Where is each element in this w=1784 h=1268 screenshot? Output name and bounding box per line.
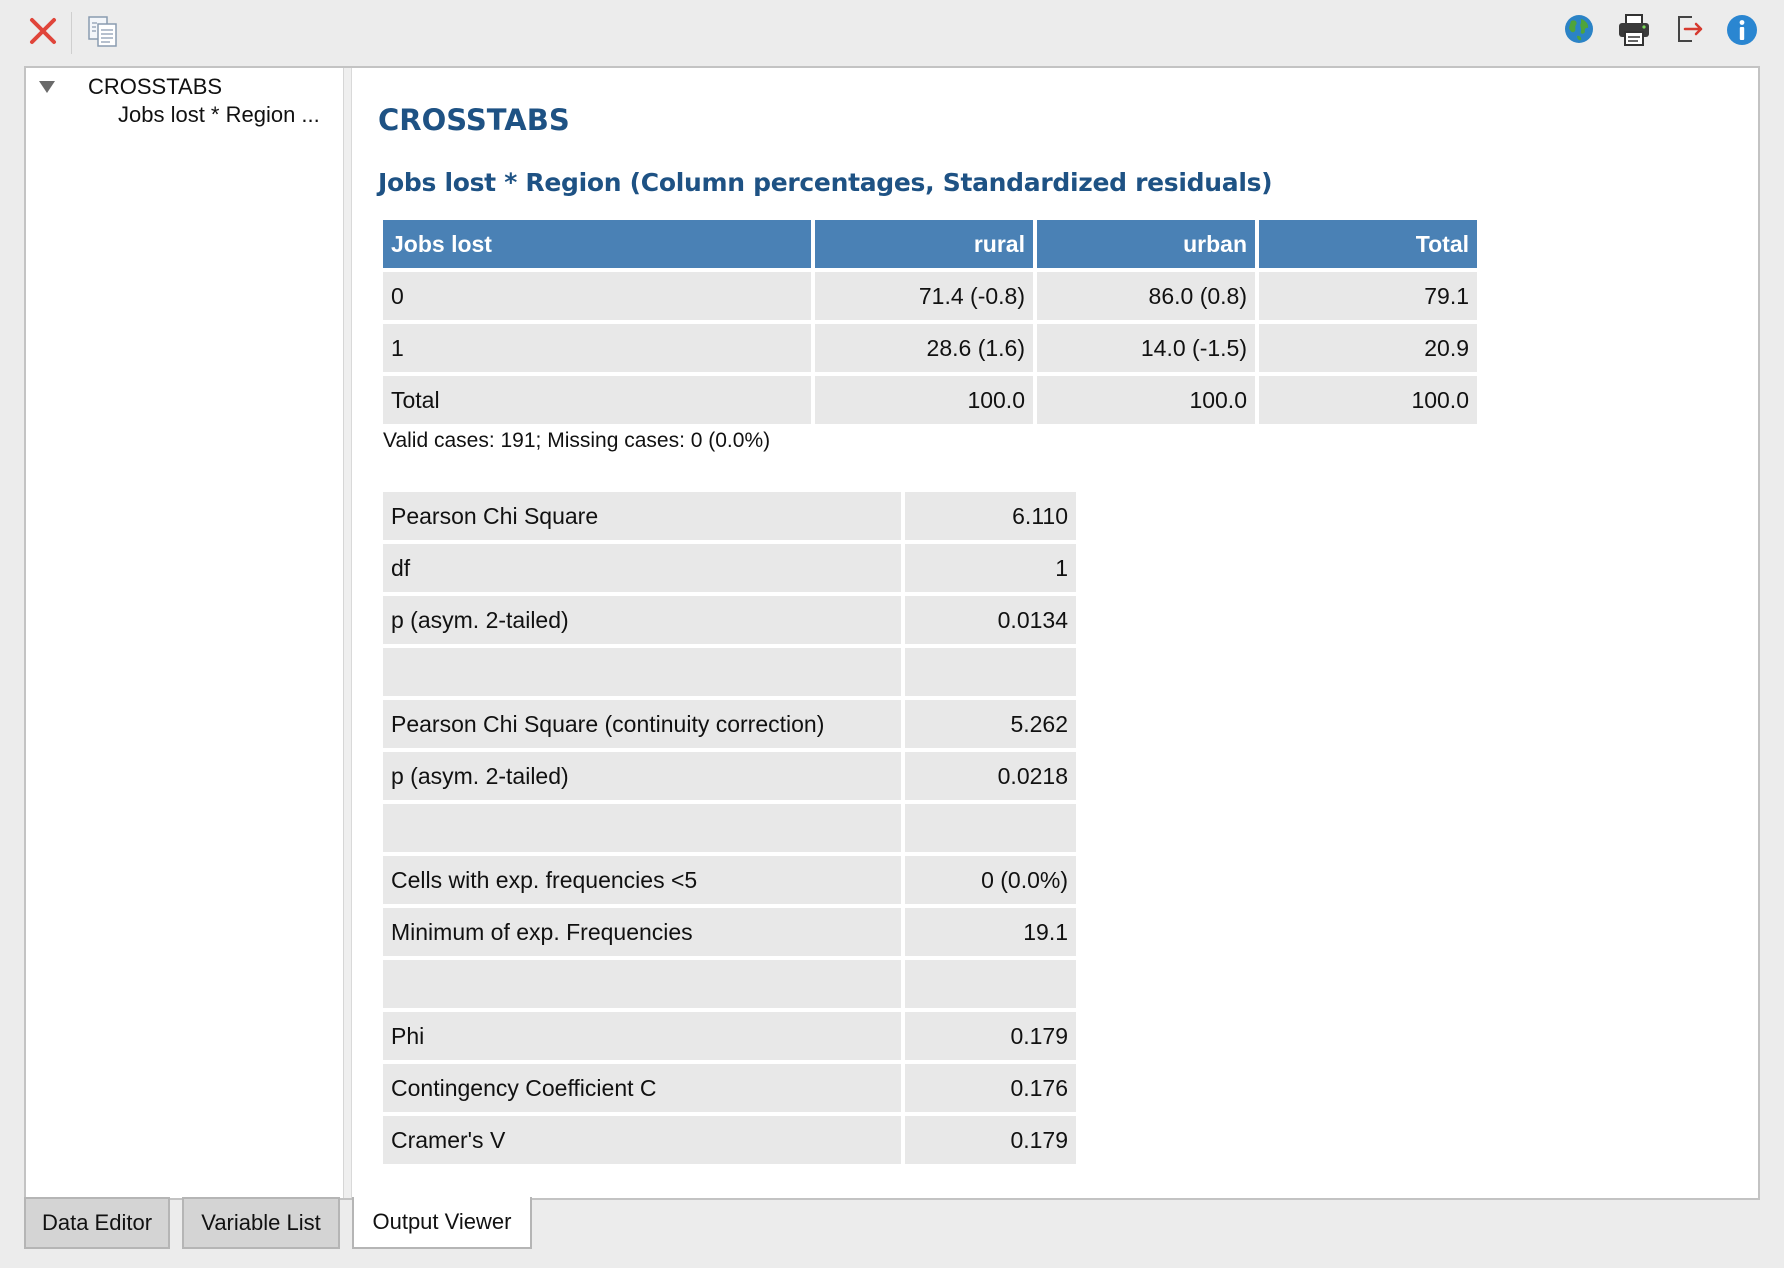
valid-cases-note: Valid cases: 191; Missing cases: 0 (0.0%… xyxy=(383,429,771,452)
table-cell: 79.1 xyxy=(1259,272,1477,320)
tab-output-viewer[interactable]: Output Viewer xyxy=(352,1197,532,1249)
tab-variable-list[interactable]: Variable List xyxy=(182,1197,340,1249)
crosstab-header-row: Jobs lost rural urban Total xyxy=(383,220,1477,268)
column-header: rural xyxy=(815,220,1033,268)
table-row: 1 28.6 (1.6) 14.0 (-1.5) 20.9 xyxy=(383,324,1477,372)
crosstab-table: Jobs lost rural urban Total 0 71.4 (-0.8… xyxy=(379,216,1481,428)
stat-label: Phi xyxy=(383,1012,901,1060)
table-row xyxy=(383,960,1076,1008)
stat-label xyxy=(383,804,901,852)
stat-value: 0.176 xyxy=(905,1064,1076,1112)
stat-label: p (asym. 2-tailed) xyxy=(383,752,901,800)
print-icon[interactable] xyxy=(1612,8,1656,52)
table-cell: 100.0 xyxy=(1259,376,1477,424)
stat-value: 5.262 xyxy=(905,700,1076,748)
table-row xyxy=(383,804,1076,852)
statistics-table: Pearson Chi Square 6.110 df 1 p (asym. 2-t… xyxy=(379,488,1080,1168)
stat-label: Pearson Chi Square xyxy=(383,492,901,540)
output-viewer: CROSSTABS Jobs lost * Region (Column per… xyxy=(353,68,1758,1198)
info-icon[interactable] xyxy=(1720,8,1764,52)
table-cell: 14.0 (-1.5) xyxy=(1037,324,1255,372)
toolbar xyxy=(0,0,1784,66)
column-header: Jobs lost xyxy=(383,220,811,268)
table-row xyxy=(383,648,1076,696)
stat-label: Minimum of exp. Frequencies xyxy=(383,908,901,956)
stat-label xyxy=(383,648,901,696)
table-row: Pearson Chi Square 6.110 xyxy=(383,492,1076,540)
toolbar-separator xyxy=(71,12,72,54)
table-row: Phi 0.179 xyxy=(383,1012,1076,1060)
globe-icon[interactable] xyxy=(1558,8,1600,50)
stat-label: Pearson Chi Square (continuity correctio… xyxy=(383,700,901,748)
row-label: Total xyxy=(383,376,811,424)
tree-item-jobs-lost-region[interactable]: Jobs lost * Region ... xyxy=(118,102,320,127)
expand-triangle-icon[interactable] xyxy=(36,76,58,98)
row-label: 1 xyxy=(383,324,811,372)
output-title: CROSSTABS xyxy=(378,103,570,137)
table-cell: 86.0 (0.8) xyxy=(1037,272,1255,320)
tree-root-label: CROSSTABS xyxy=(88,74,223,99)
table-row: Pearson Chi Square (continuity correctio… xyxy=(383,700,1076,748)
stat-value: 0 (0.0%) xyxy=(905,856,1076,904)
stat-value: 19.1 xyxy=(905,908,1076,956)
table-cell: 20.9 xyxy=(1259,324,1477,372)
table-cell: 100.0 xyxy=(1037,376,1255,424)
export-icon[interactable] xyxy=(1668,8,1710,50)
stat-value: 0.0134 xyxy=(905,596,1076,644)
table-row: 0 71.4 (-0.8) 86.0 (0.8) 79.1 xyxy=(383,272,1477,320)
stat-value xyxy=(905,648,1076,696)
column-header: urban xyxy=(1037,220,1255,268)
stat-value: 0.179 xyxy=(905,1012,1076,1060)
table-cell: 100.0 xyxy=(815,376,1033,424)
tab-data-editor[interactable]: Data Editor xyxy=(24,1197,170,1249)
row-label: 0 xyxy=(383,272,811,320)
table-row: Total 100.0 100.0 100.0 xyxy=(383,376,1477,424)
table-row: Minimum of exp. Frequencies 19.1 xyxy=(383,908,1076,956)
stat-value xyxy=(905,804,1076,852)
stat-label: Cells with exp. frequencies <5 xyxy=(383,856,901,904)
table-row: Cramer's V 0.179 xyxy=(383,1116,1076,1164)
copy-icon[interactable] xyxy=(82,10,124,52)
stat-value: 0.179 xyxy=(905,1116,1076,1164)
pane-splitter[interactable] xyxy=(344,68,352,1198)
table-cell: 28.6 (1.6) xyxy=(815,324,1033,372)
close-icon[interactable] xyxy=(22,10,64,52)
stat-value: 6.110 xyxy=(905,492,1076,540)
stat-label: Cramer's V xyxy=(383,1116,901,1164)
table-row: Contingency Coefficient C 0.176 xyxy=(383,1064,1076,1112)
tree-item-crosstabs[interactable]: CROSSTABS xyxy=(36,72,222,102)
stat-value xyxy=(905,960,1076,1008)
stat-label: Contingency Coefficient C xyxy=(383,1064,901,1112)
column-header: Total xyxy=(1259,220,1477,268)
stat-label xyxy=(383,960,901,1008)
table-cell: 71.4 (-0.8) xyxy=(815,272,1033,320)
stat-value: 1 xyxy=(905,544,1076,592)
table-row: Cells with exp. frequencies <5 0 (0.0%) xyxy=(383,856,1076,904)
table-row: p (asym. 2-tailed) 0.0218 xyxy=(383,752,1076,800)
stat-label: df xyxy=(383,544,901,592)
stat-label: p (asym. 2-tailed) xyxy=(383,596,901,644)
output-subtitle: Jobs lost * Region (Column percentages, … xyxy=(378,168,1273,197)
stat-value: 0.0218 xyxy=(905,752,1076,800)
output-navigator: CROSSTABS Jobs lost * Region ... xyxy=(26,68,344,1198)
table-row: p (asym. 2-tailed) 0.0134 xyxy=(383,596,1076,644)
table-row: df 1 xyxy=(383,544,1076,592)
main-frame: CROSSTABS Jobs lost * Region ... CROSSTA… xyxy=(24,66,1760,1200)
